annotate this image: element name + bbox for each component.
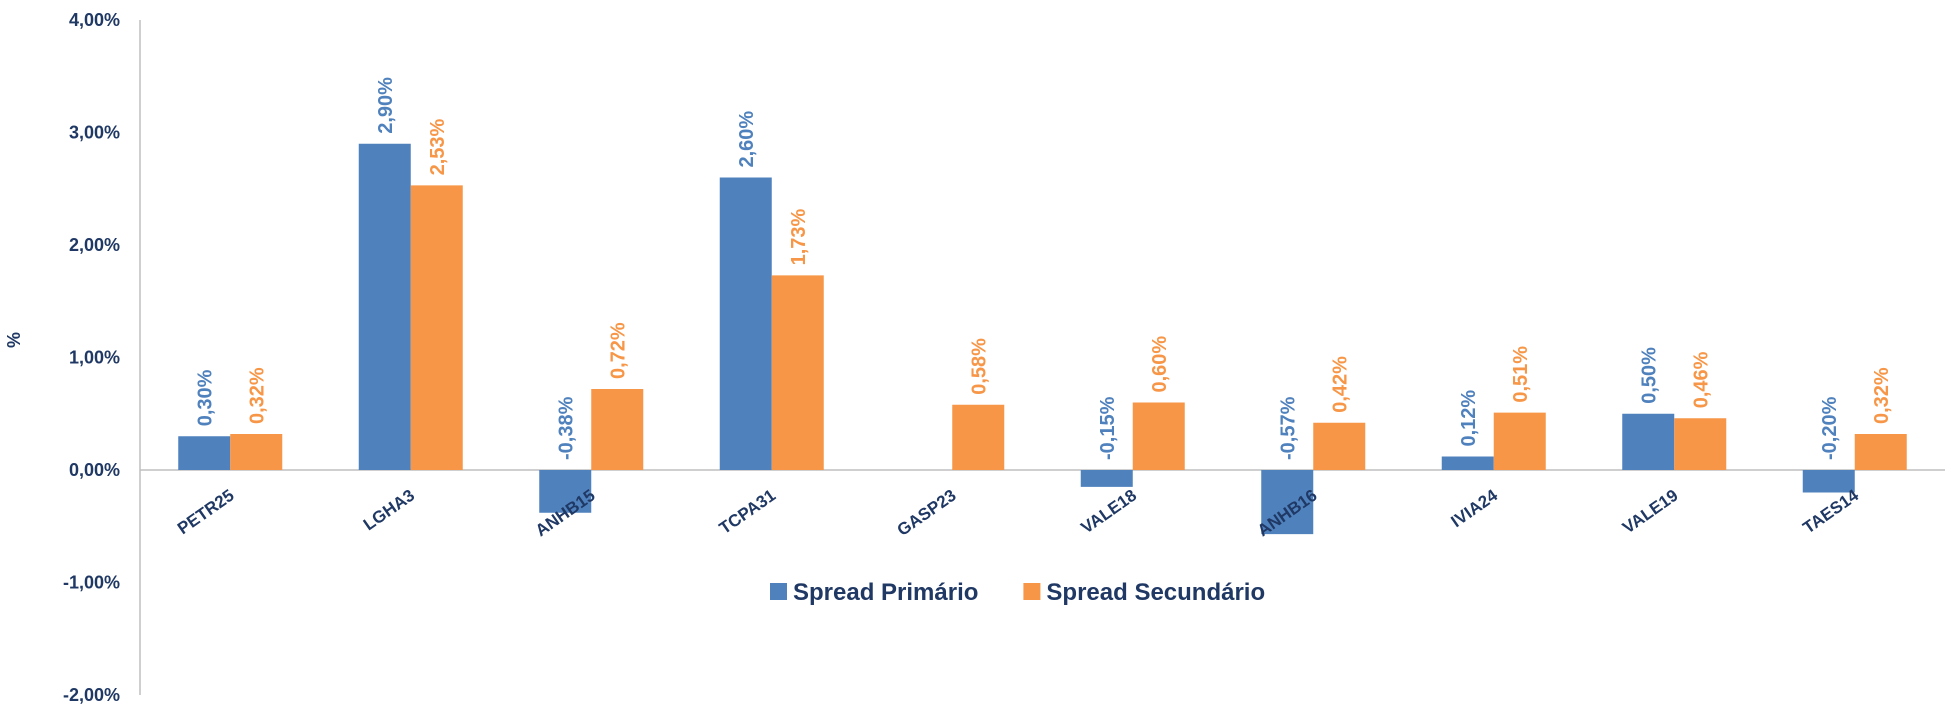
data-label: 2,90% [375, 77, 397, 134]
legend-label: Spread Primário [793, 579, 978, 606]
data-label: 0,30% [194, 369, 216, 426]
data-label: 0,51% [1510, 346, 1532, 403]
bar-spread-primario [1622, 413, 1675, 470]
data-label: 2,60% [736, 111, 758, 168]
bar-spread-primario [1080, 470, 1133, 487]
data-label: -0,38% [555, 396, 577, 460]
y-tick-labels: 4,00% 3,00% 2,00% 1,00% 0,00% -1,00% -2,00% [63, 10, 120, 705]
bar-spread-secundario [591, 389, 644, 470]
y-tick-label: 0,00% [69, 460, 120, 480]
data-label: 2,53% [427, 118, 449, 175]
data-label: 0,12% [1458, 390, 1480, 447]
bar-spread-secundario [1132, 402, 1185, 470]
bar-spread-primario [1261, 470, 1314, 535]
y-tick-label: -2,00% [63, 685, 120, 705]
chart-axes: 4,00% 3,00% 2,00% 1,00% 0,00% -1,00% -2,00% [63, 10, 1945, 705]
y-tick-label: -1,00% [63, 573, 120, 593]
data-label: 0,60% [1149, 336, 1171, 393]
data-labels-group: 0,30% 0,32% 2,90% 2,53% -0,38% 0,72% 2,60% 1,73… [194, 77, 1893, 460]
category-label: VALE19 [1619, 486, 1682, 538]
data-label: 0,58% [968, 338, 990, 395]
bar-spread-secundario [771, 275, 824, 470]
category-label: VALE18 [1078, 486, 1141, 538]
data-label: -0,57% [1277, 396, 1299, 460]
data-label: 1,73% [788, 208, 810, 265]
legend-swatch [770, 583, 787, 600]
category-labels-group: PETR25 LGHA3 ANHB15 TCPA31 GASP23 VALE18 ANHB1… [174, 485, 1862, 540]
data-label: 0,46% [1690, 351, 1712, 408]
y-axis-label: % [4, 332, 24, 348]
bars-group [178, 143, 1907, 535]
legend-label: Spread Secundário [1046, 579, 1265, 606]
legend: Spread Primário Spread Secundário [770, 579, 1265, 606]
category-label: TAES14 [1800, 485, 1863, 537]
bar-spread-primario [178, 436, 231, 470]
data-label: -0,15% [1097, 396, 1119, 460]
bar-spread-primario [1441, 456, 1494, 470]
bar-spread-secundario [1854, 434, 1907, 470]
category-label: IVIA24 [1448, 485, 1502, 531]
bar-spread-secundario [1674, 418, 1727, 470]
data-label: 0,32% [1871, 367, 1893, 424]
category-label: PETR25 [174, 486, 238, 538]
data-label: 0,32% [246, 367, 268, 424]
y-tick-label: 1,00% [69, 348, 120, 368]
category-label: LGHA3 [360, 486, 418, 535]
bar-spread-secundario [1493, 412, 1546, 470]
category-label: GASP23 [894, 486, 960, 540]
data-label: -0,20% [1819, 396, 1841, 460]
bar-spread-secundario [410, 185, 463, 470]
y-tick-label: 2,00% [69, 235, 120, 255]
y-tick-label: 3,00% [69, 123, 120, 143]
data-label: 0,50% [1638, 347, 1660, 404]
bar-spread-secundario [230, 434, 283, 470]
bar-spread-primario [1802, 470, 1855, 493]
bar-spread-primario [539, 470, 592, 513]
legend-swatch [1023, 583, 1041, 600]
y-tick-label: 4,00% [69, 10, 120, 30]
data-label: 0,72% [607, 322, 629, 379]
bar-spread-primario [358, 143, 411, 470]
category-label: TCPA31 [716, 486, 779, 538]
bar-spread-primario [719, 177, 772, 470]
data-label: 0,42% [1329, 356, 1351, 413]
bar-spread-secundario [952, 404, 1005, 470]
bar-spread-secundario [1313, 422, 1366, 470]
